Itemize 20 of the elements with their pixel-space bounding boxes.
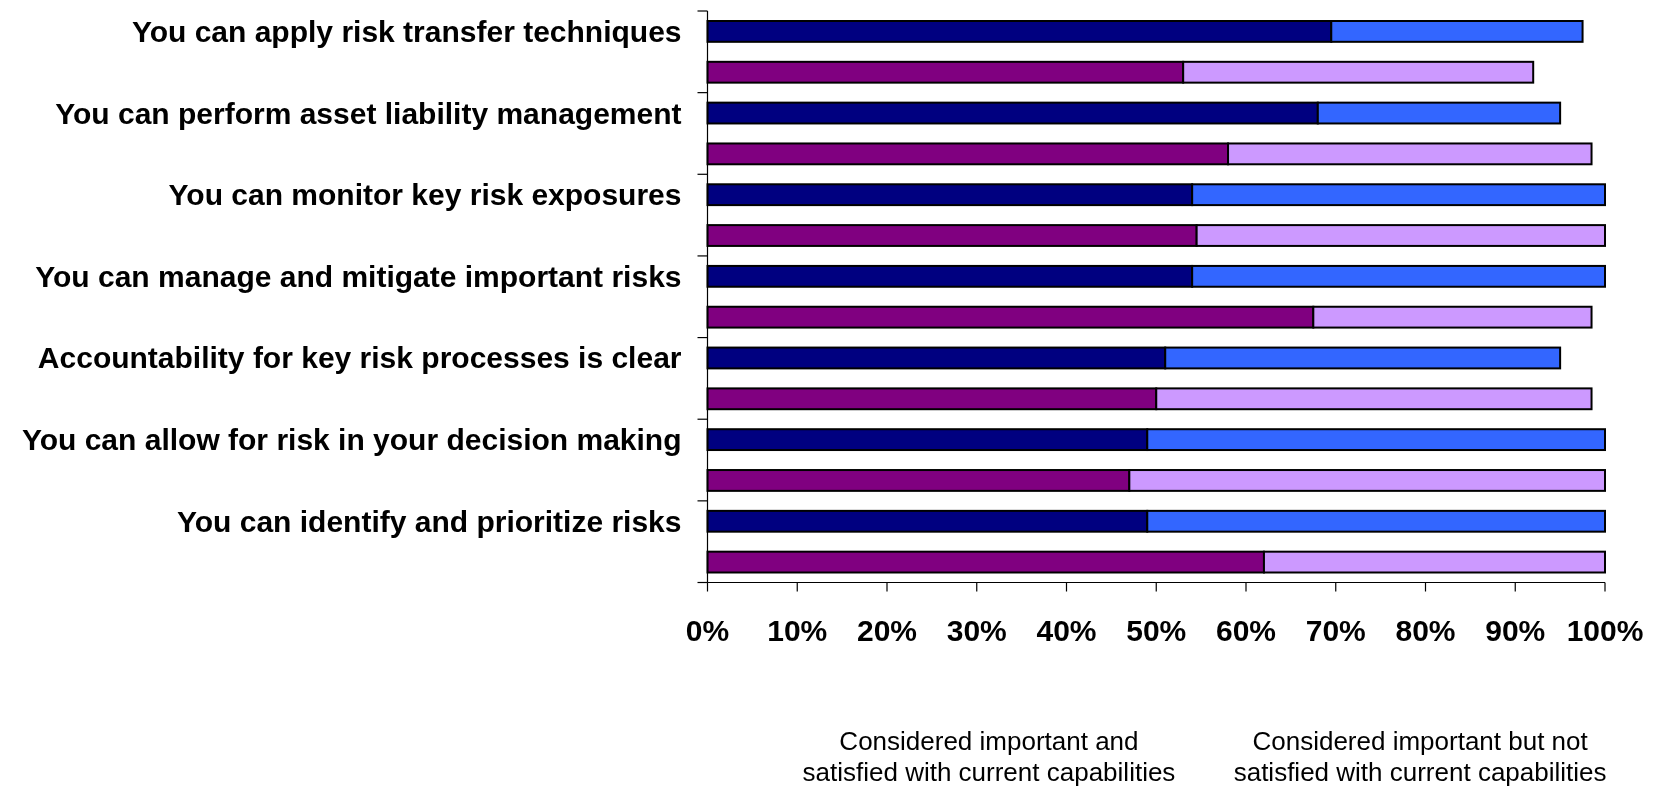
y-tick-label: You can monitor key risk exposures bbox=[168, 178, 682, 212]
x-tick-label: 40% bbox=[1036, 614, 1097, 647]
x-tick-label: 70% bbox=[1305, 614, 1366, 647]
x-tick-label: 10% bbox=[767, 614, 828, 647]
y-tick-label: Accountability for key risk processes is clear bbox=[37, 341, 682, 375]
y-tick-label: You can apply risk transfer techniques bbox=[131, 14, 682, 48]
y-tick-label: You can allow for risk in your decision making bbox=[21, 423, 682, 457]
x-tick-label: 80% bbox=[1395, 614, 1456, 647]
x-tick-label: 30% bbox=[946, 614, 1007, 647]
text: Considered important but not satisfied with current capabilities bbox=[1233, 726, 1607, 787]
x-tick-label: 50% bbox=[1126, 614, 1187, 647]
text: Considered important and satisfied with current capabilities bbox=[802, 726, 1176, 787]
x-tick-label: 0% bbox=[685, 614, 730, 647]
x-tick-label: 90% bbox=[1485, 614, 1546, 647]
x-tick-label: 100% bbox=[1566, 614, 1644, 647]
x-tick-label: 60% bbox=[1215, 614, 1277, 647]
y-tick-label: You can manage and mitigate important risks bbox=[35, 259, 682, 293]
x-tick-label: 20% bbox=[856, 614, 918, 647]
y-tick-label: You can identify and prioritize risks bbox=[176, 504, 682, 538]
y-tick-label: You can perform asset liability management bbox=[55, 96, 682, 130]
